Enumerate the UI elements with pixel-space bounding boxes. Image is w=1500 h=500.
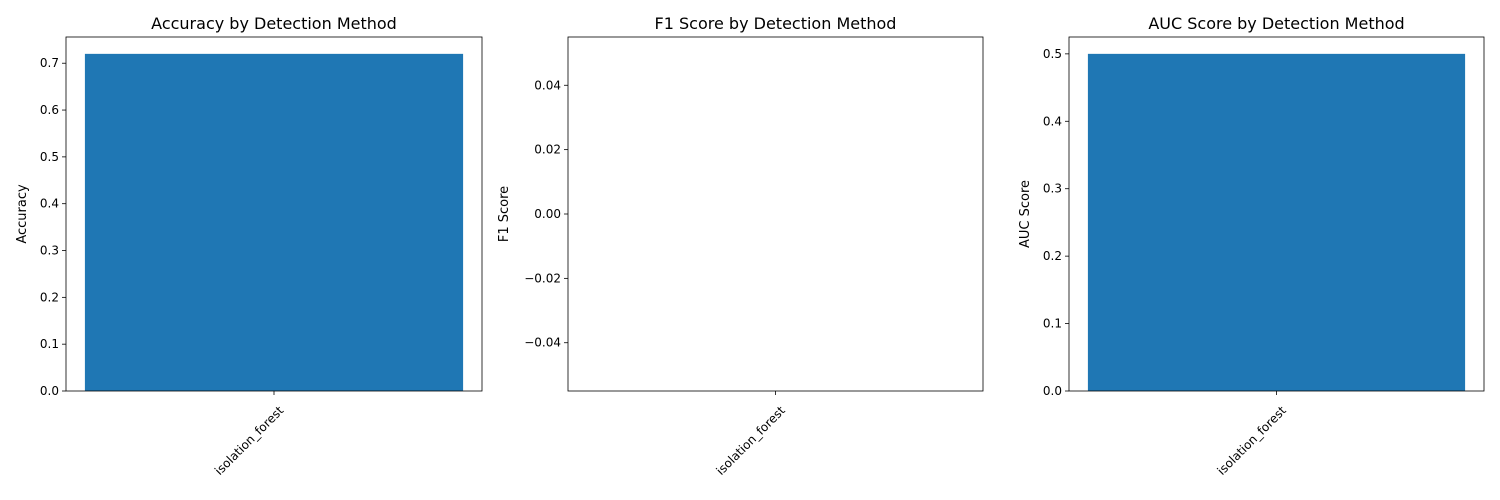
plot-frame (567, 36, 984, 392)
y-tick-label: 0.00 (534, 207, 561, 221)
y-tick-label: 0.02 (534, 143, 561, 157)
y-tick-label: −0.02 (524, 271, 561, 285)
plot-frame (65, 36, 483, 392)
y-tick-label: 0.0 (40, 384, 59, 398)
plot-frame (1068, 36, 1485, 392)
y-tick-label: 0.3 (40, 244, 59, 258)
y-axis-label: AUC Score (1018, 180, 1033, 248)
y-axis-label: Accuracy (15, 184, 30, 244)
y-tick-label: 0.5 (40, 150, 59, 164)
y-tick-label: 0.5 (1043, 47, 1062, 61)
chart-title: AUC Score by Detection Method (1148, 14, 1404, 33)
y-axis-label: F1 Score (497, 186, 512, 242)
y-tick-label: 0.6 (40, 103, 59, 117)
bar-isolation-forest (84, 53, 464, 391)
chart-title: Accuracy by Detection Method (151, 14, 397, 33)
y-tick-label: 0.2 (40, 290, 59, 304)
y-tick-label: 0.04 (534, 78, 561, 92)
chart-panel-2: AUC Score by Detection Methodisolation_f… (1018, 14, 1485, 478)
y-tick-label: 0.3 (1043, 182, 1062, 196)
y-tick-label: 0.7 (40, 56, 59, 70)
y-tick-label: 0.1 (40, 337, 59, 351)
chart-title: F1 Score by Detection Method (655, 14, 897, 33)
y-tick-label: 0.1 (1043, 317, 1062, 331)
y-tick-label: 0.0 (1043, 384, 1062, 398)
y-tick-label: −0.04 (524, 336, 561, 350)
y-tick-label: 0.2 (1043, 249, 1062, 263)
bar-isolation-forest (1087, 53, 1466, 391)
y-tick-label: 0.4 (1043, 114, 1062, 128)
y-tick-label: 0.4 (40, 197, 59, 211)
